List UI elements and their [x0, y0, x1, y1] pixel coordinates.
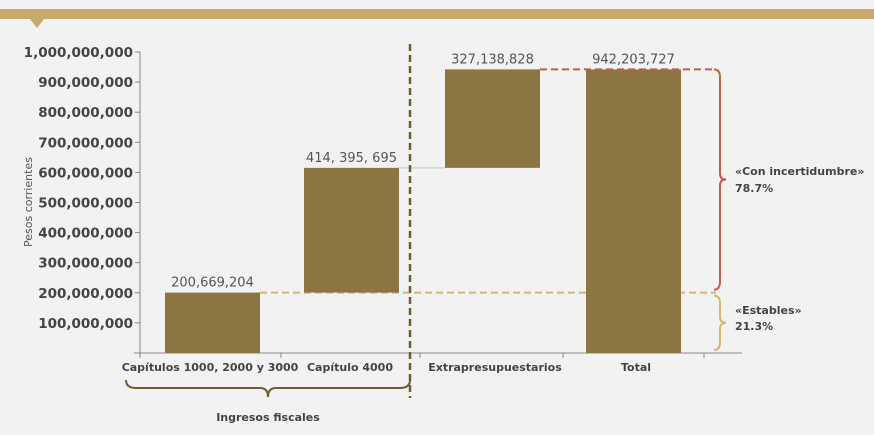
bar	[304, 167, 399, 293]
x-category-label: Extrapresupuestarios	[428, 361, 562, 374]
x-category-label: Capítulos 1000, 2000 y 3000	[122, 361, 299, 374]
y-tick-label: 700,000,000	[38, 135, 133, 151]
uncertain-label: «Con incertidumbre»	[735, 165, 864, 178]
y-tick-label: 400,000,000	[38, 226, 133, 242]
y-tick-label: 300,000,000	[38, 256, 133, 272]
y-tick-label: 600,000,000	[38, 165, 133, 181]
bar	[445, 69, 540, 168]
y-tick-label: 100,000,000	[38, 316, 133, 332]
x-category-label: Total	[621, 361, 651, 374]
data-label: 942,203,727	[592, 52, 675, 67]
y-tick-label: 900,000,000	[38, 75, 133, 91]
y-tick-label: 200,000,000	[38, 286, 133, 302]
uncertain-brace	[713, 68, 727, 291]
y-tick-label: 500,000,000	[38, 196, 133, 212]
group-label: Ingresos fiscales	[216, 411, 320, 424]
top-banner	[0, 9, 874, 19]
data-label: 414, 395, 695	[306, 151, 397, 166]
banner-notch	[30, 19, 44, 28]
y-tick-label: 1,000,000,000	[24, 45, 133, 61]
data-label: 200,669,204	[171, 276, 254, 291]
x-category-label: Capítulo 4000	[307, 361, 393, 374]
stable-percent: 21.3%	[735, 320, 773, 333]
group-brace	[125, 379, 411, 398]
bar	[586, 69, 681, 354]
y-tick-label: 800,000,000	[38, 105, 133, 121]
bar	[165, 292, 260, 353]
uncertain-percent: 78.7%	[735, 182, 773, 195]
y-axis-label: Pesos corrientes	[22, 157, 35, 247]
stable-brace	[713, 294, 727, 351]
data-label: 327,138,828	[451, 52, 534, 67]
stable-label: «Estables»	[735, 304, 802, 317]
